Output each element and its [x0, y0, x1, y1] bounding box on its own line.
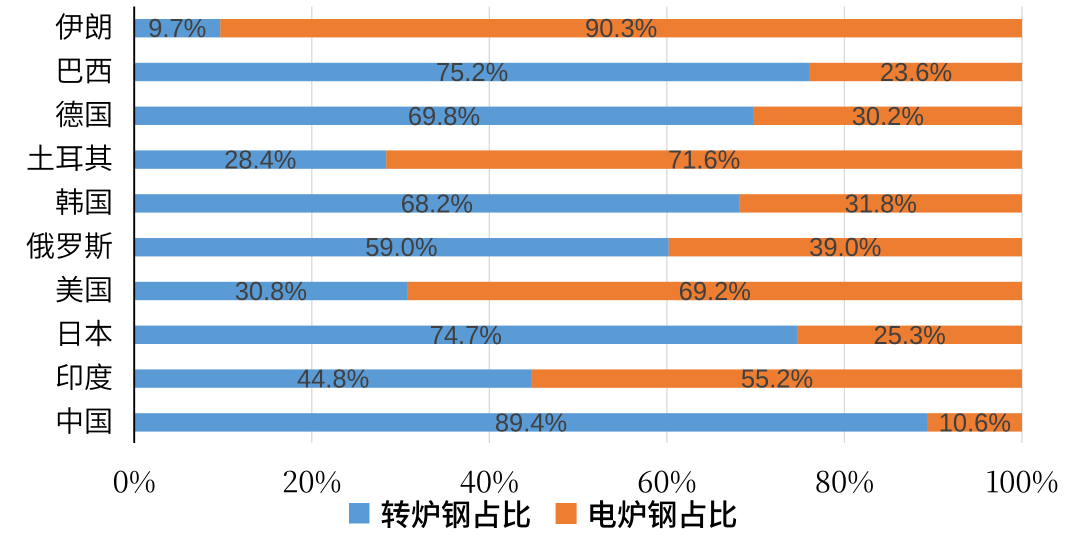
svg-text:28.4%: 28.4%: [224, 147, 296, 175]
svg-text:69.8%: 69.8%: [408, 103, 480, 131]
svg-text:90.3%: 90.3%: [585, 15, 657, 43]
svg-text:69.2%: 69.2%: [679, 278, 751, 306]
svg-text:68.2%: 68.2%: [401, 190, 473, 218]
svg-text:44.8%: 44.8%: [297, 366, 369, 394]
svg-text:75.2%: 75.2%: [436, 59, 508, 87]
svg-text:55.2%: 55.2%: [741, 366, 813, 394]
svg-text:39.0%: 39.0%: [809, 234, 881, 262]
svg-text:89.4%: 89.4%: [495, 409, 567, 437]
svg-text:31.8%: 31.8%: [845, 190, 917, 218]
svg-text:59.0%: 59.0%: [365, 234, 437, 262]
svg-text:23.6%: 23.6%: [880, 59, 952, 87]
svg-text:25.3%: 25.3%: [874, 322, 946, 350]
svg-text:30.2%: 30.2%: [852, 103, 924, 131]
svg-text:9.7%: 9.7%: [148, 15, 206, 43]
svg-text:10.6%: 10.6%: [939, 409, 1011, 437]
svg-text:74.7%: 74.7%: [430, 322, 502, 350]
svg-text:71.6%: 71.6%: [668, 147, 740, 175]
svg-text:30.8%: 30.8%: [235, 278, 307, 306]
